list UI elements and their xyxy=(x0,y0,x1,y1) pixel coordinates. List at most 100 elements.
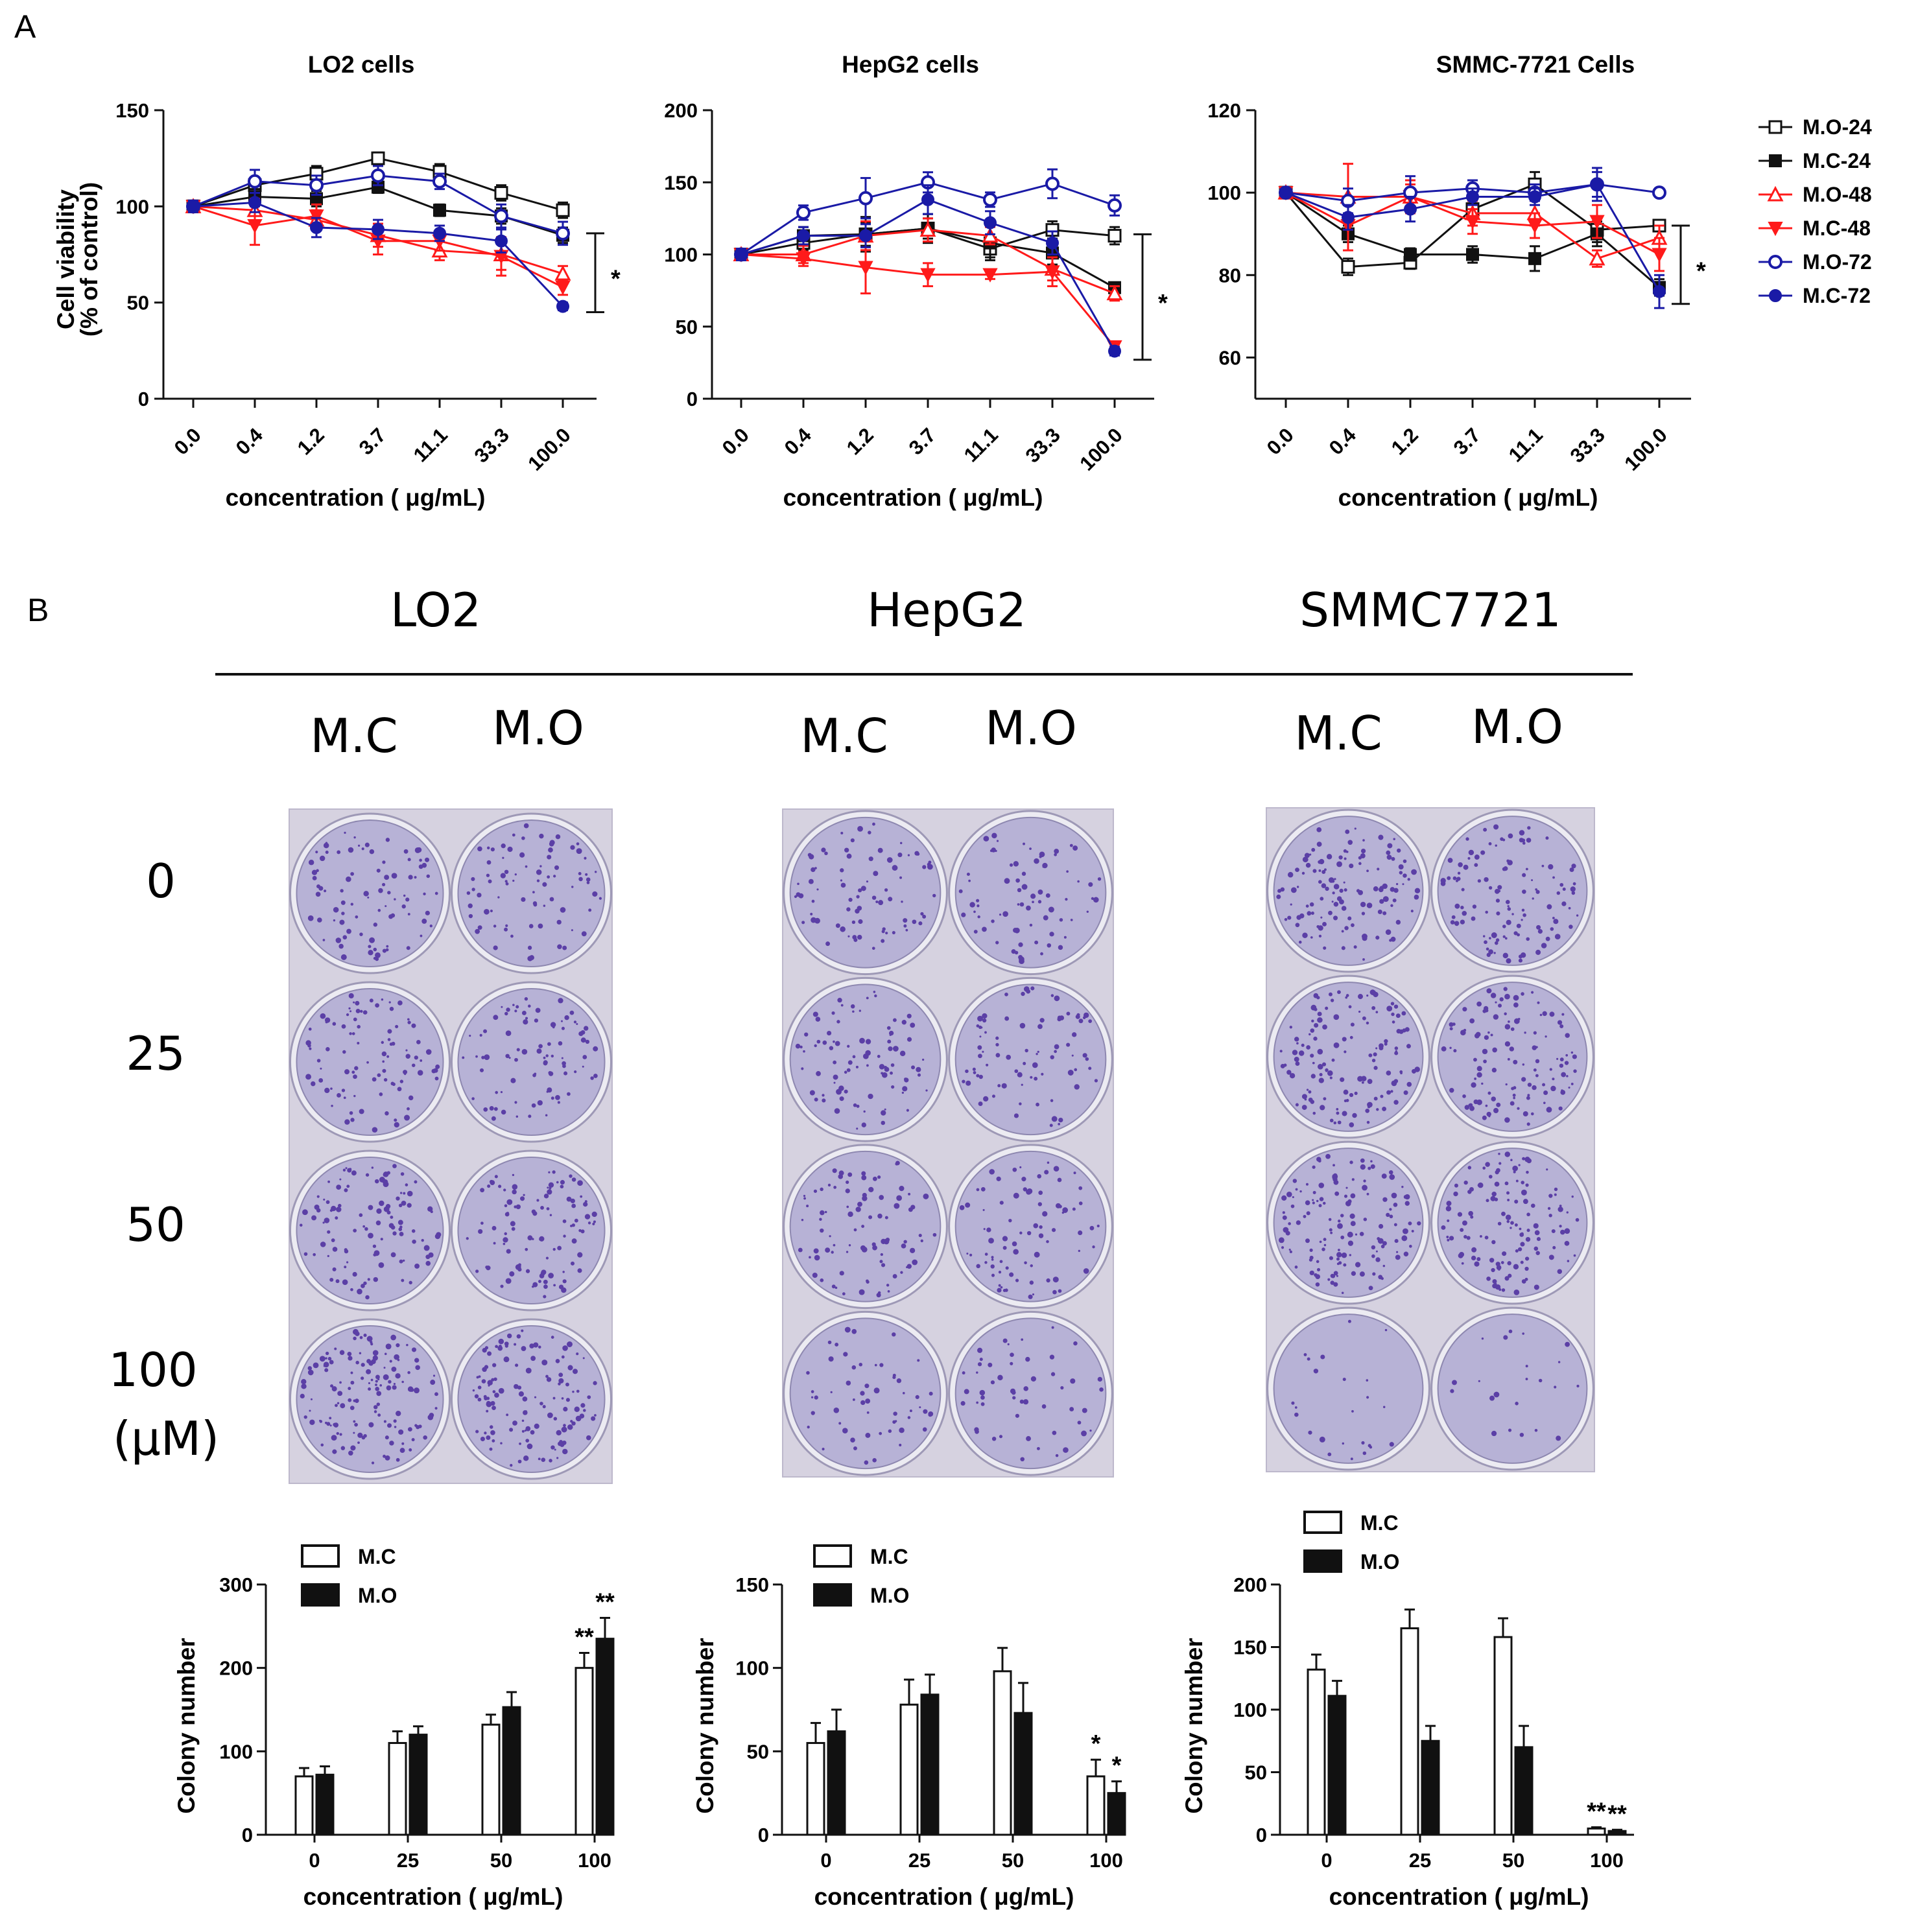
group-label-mc: M.C xyxy=(1294,706,1382,760)
bar xyxy=(294,1775,314,1836)
well-surface xyxy=(457,987,606,1137)
series-M.C-48 xyxy=(185,199,571,296)
legend-marker xyxy=(1767,185,1784,202)
well xyxy=(450,981,613,1143)
well-surface xyxy=(457,819,606,968)
x-tick-label: 1.2 xyxy=(1387,423,1423,459)
data-point xyxy=(1589,250,1605,266)
data-point xyxy=(919,221,936,237)
y-tick-label: 0 xyxy=(138,388,149,410)
bar xyxy=(1514,1746,1534,1836)
legend-label: M.O-24 xyxy=(1803,115,1872,139)
group-label-mo: M.O xyxy=(1471,700,1563,754)
y-tick-label: 150 xyxy=(115,99,149,122)
data-point xyxy=(859,229,872,242)
panel-label-b: B xyxy=(27,592,49,628)
bar xyxy=(481,1723,501,1836)
data-point xyxy=(372,222,385,236)
well xyxy=(948,976,1113,1142)
colonies xyxy=(472,1329,597,1467)
bar xyxy=(993,1670,1012,1836)
x-tick-label: 0.0 xyxy=(718,423,753,459)
well-surface xyxy=(1437,982,1588,1132)
x-tick-label: 50 xyxy=(490,1849,512,1872)
significance-marker: * xyxy=(611,266,621,293)
bar xyxy=(1327,1695,1347,1836)
data-point xyxy=(1342,211,1355,224)
y-tick-label: 100 xyxy=(664,244,698,266)
x-tick-label: 3.7 xyxy=(355,423,390,459)
data-point xyxy=(982,227,999,243)
x-tick-label: 11.1 xyxy=(960,423,1002,466)
y-tick-label: 0 xyxy=(1256,1824,1267,1846)
data-point xyxy=(859,191,873,206)
data-point xyxy=(1045,265,1060,280)
smmc-colony-chart: Colony number concentration ( μg/mL) 0 50… xyxy=(1181,1511,1634,1910)
well-surface xyxy=(1273,982,1424,1132)
colonies xyxy=(300,1164,442,1300)
data-point xyxy=(556,203,570,217)
y-axis-label: Colony number xyxy=(692,1638,718,1813)
bar xyxy=(574,1667,594,1836)
well xyxy=(1430,808,1594,973)
x-tick-label: 33.3 xyxy=(1566,423,1609,467)
legend-label: M.C xyxy=(870,1545,908,1568)
y-tick-label: 150 xyxy=(735,1573,769,1596)
well xyxy=(1430,974,1594,1139)
series-M.C: ** xyxy=(1307,1608,1606,1836)
data-point xyxy=(495,234,508,248)
well xyxy=(1430,1306,1594,1471)
data-point xyxy=(248,174,262,189)
colonies xyxy=(1441,1151,1580,1295)
x-tick-label: 50 xyxy=(1002,1849,1024,1872)
colonies xyxy=(959,1161,1100,1299)
well xyxy=(1266,808,1430,973)
dose-label-100: 100 xyxy=(108,1343,197,1397)
bar xyxy=(1107,1792,1126,1836)
data-point xyxy=(494,186,508,200)
well xyxy=(289,1318,451,1480)
well xyxy=(450,812,613,974)
bar xyxy=(315,1773,335,1836)
well xyxy=(289,812,451,974)
colonies xyxy=(794,822,936,950)
data-point xyxy=(1279,186,1292,200)
data-point xyxy=(1106,285,1123,301)
series-M.C-72 xyxy=(1279,167,1666,309)
bar xyxy=(1400,1627,1419,1836)
group-label-mo: M.O xyxy=(985,701,1077,755)
cell-line-hepg2: HepG2 xyxy=(867,583,1026,637)
legend-item: M.C-72 xyxy=(1759,284,1871,307)
group-labels: M.C M.O M.C M.O M.C M.O xyxy=(310,700,1563,763)
data-point xyxy=(797,229,810,242)
legend-label: M.O xyxy=(1360,1550,1399,1573)
data-point xyxy=(556,300,569,313)
dose-unit: (μM) xyxy=(113,1411,219,1466)
y-tick-label: 0 xyxy=(242,1824,253,1846)
well xyxy=(289,981,451,1143)
legend-swatch xyxy=(301,1583,340,1607)
well xyxy=(783,1144,948,1310)
legend-item: M.O-48 xyxy=(1759,183,1872,206)
x-tick-label: 3.7 xyxy=(1449,423,1485,459)
bar xyxy=(1307,1668,1326,1836)
data-point xyxy=(247,219,263,234)
x-tick-label: 0.4 xyxy=(1325,423,1361,460)
dose-label-0: 0 xyxy=(146,854,176,908)
series-legend: M.O-24 M.C-24 M.O-48 M.C-48 M.O-72 M.C-72 xyxy=(1759,115,1872,307)
data-point xyxy=(1528,252,1541,265)
legend-item: M.O-24 xyxy=(1759,115,1872,139)
colonies xyxy=(466,823,602,961)
plate-smmc7721 xyxy=(1266,807,1595,1472)
well-surface xyxy=(954,984,1107,1136)
data-point xyxy=(983,192,997,207)
well-surface xyxy=(789,816,942,969)
colonies xyxy=(806,1326,934,1465)
data-point xyxy=(1652,185,1666,200)
bar xyxy=(595,1638,615,1836)
data-point xyxy=(1466,190,1479,204)
x-tick-label: 25 xyxy=(1409,1849,1431,1872)
data-point xyxy=(796,205,811,220)
data-point xyxy=(310,220,323,234)
data-point xyxy=(1527,219,1543,234)
